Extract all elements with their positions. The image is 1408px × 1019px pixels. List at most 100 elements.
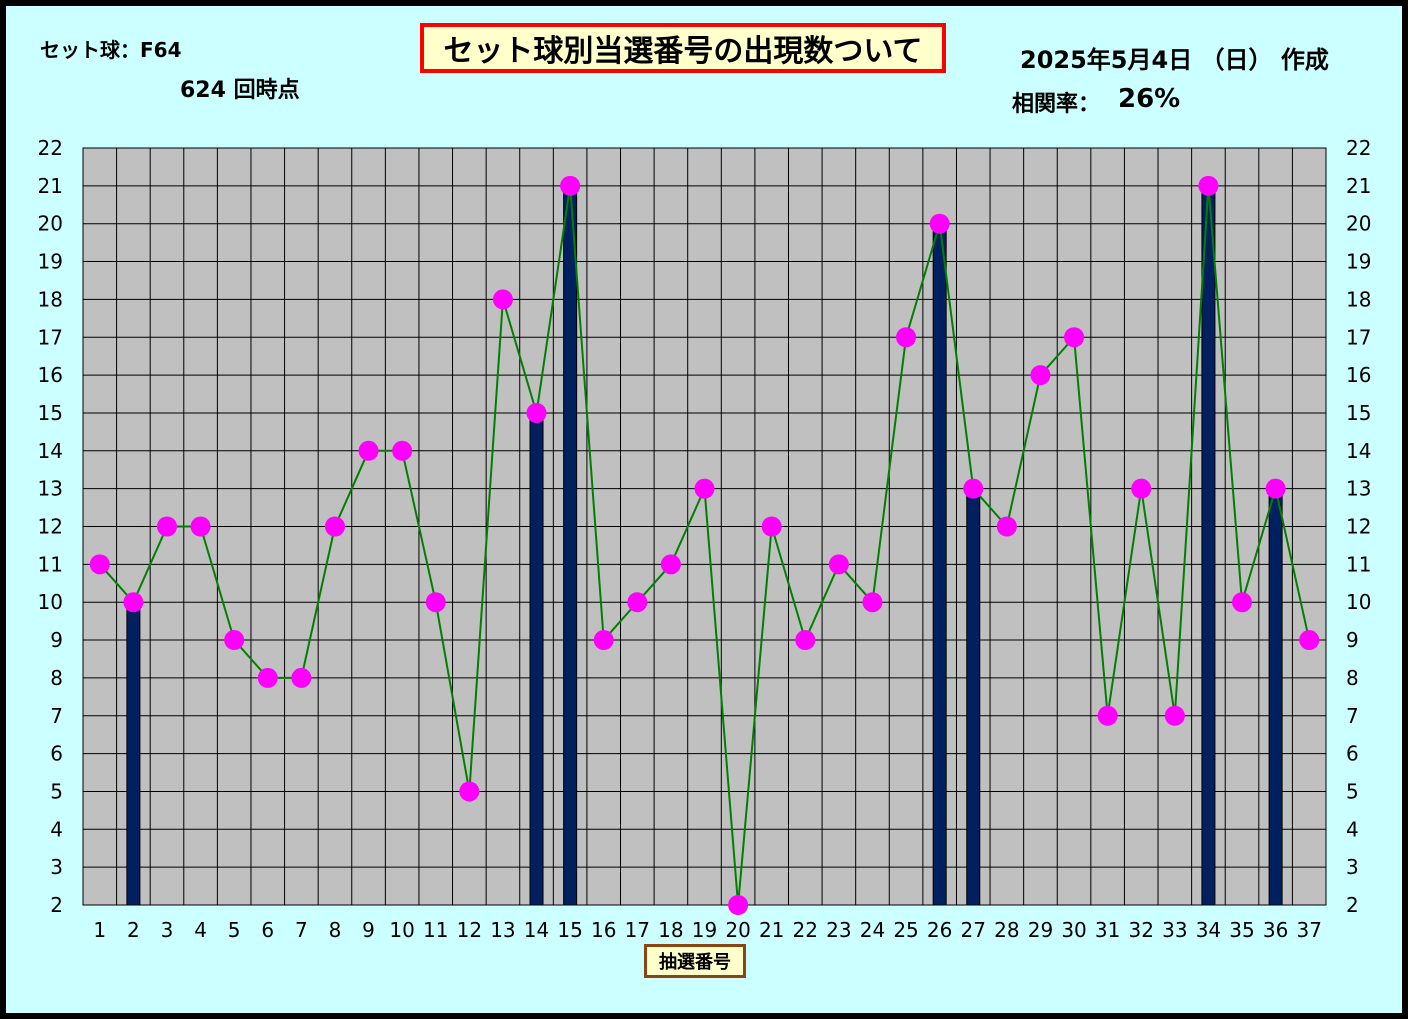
data-point bbox=[795, 630, 816, 651]
y-tick-label-right: 17 bbox=[1346, 325, 1371, 349]
x-tick-label: 1 bbox=[93, 918, 106, 942]
y-tick-label-left: 11 bbox=[38, 552, 63, 576]
data-point bbox=[560, 175, 581, 196]
x-tick-label: 12 bbox=[457, 918, 482, 942]
data-point bbox=[1232, 592, 1253, 613]
data-point bbox=[89, 554, 110, 575]
x-tick-label: 11 bbox=[423, 918, 448, 942]
data-point bbox=[1030, 365, 1051, 386]
data-point bbox=[224, 630, 245, 651]
x-tick-label: 13 bbox=[490, 918, 515, 942]
x-tick-label: 18 bbox=[658, 918, 683, 942]
y-tick-label-right: 22 bbox=[1346, 136, 1371, 160]
y-tick-label-right: 11 bbox=[1346, 552, 1371, 576]
y-tick-label-left: 19 bbox=[38, 250, 63, 274]
y-tick-label-right: 5 bbox=[1346, 779, 1359, 803]
x-tick-label: 20 bbox=[725, 918, 750, 942]
x-tick-label: 29 bbox=[1028, 918, 1053, 942]
y-tick-label-right: 20 bbox=[1346, 212, 1371, 236]
x-tick-label: 25 bbox=[893, 918, 918, 942]
data-point bbox=[1265, 478, 1286, 499]
data-point bbox=[1299, 630, 1320, 651]
data-point bbox=[1164, 705, 1185, 726]
y-tick-label-right: 6 bbox=[1346, 742, 1359, 766]
bar bbox=[529, 412, 544, 906]
y-tick-label-right: 16 bbox=[1346, 363, 1371, 387]
x-tick-label: 17 bbox=[625, 918, 650, 942]
x-tick-label: 32 bbox=[1129, 918, 1154, 942]
x-tick-label: 22 bbox=[793, 918, 818, 942]
y-tick-label-right: 10 bbox=[1346, 590, 1371, 614]
data-point bbox=[1064, 327, 1085, 348]
bar bbox=[1268, 488, 1283, 906]
y-tick-label-right: 4 bbox=[1346, 817, 1359, 841]
data-point bbox=[593, 630, 614, 651]
y-tick-label-right: 2 bbox=[1346, 893, 1359, 917]
data-point bbox=[728, 895, 749, 915]
bar bbox=[563, 185, 578, 906]
created-date: 2025年5月4日 （日） 作成 bbox=[1020, 46, 1329, 74]
y-tick-label-right: 21 bbox=[1346, 174, 1371, 198]
x-tick-label: 7 bbox=[295, 918, 308, 942]
y-tick-label-left: 15 bbox=[38, 401, 63, 425]
data-point bbox=[963, 478, 984, 499]
data-point bbox=[1131, 478, 1152, 499]
bar bbox=[966, 488, 981, 906]
data-point bbox=[156, 516, 177, 537]
x-tick-label: 30 bbox=[1061, 918, 1086, 942]
x-tick-label: 28 bbox=[994, 918, 1019, 942]
data-point bbox=[291, 667, 312, 688]
data-point bbox=[459, 781, 480, 802]
x-tick-label: 23 bbox=[826, 918, 851, 942]
y-tick-label-left: 14 bbox=[38, 439, 63, 463]
x-tick-label: 33 bbox=[1162, 918, 1187, 942]
x-tick-label: 35 bbox=[1229, 918, 1254, 942]
data-point bbox=[660, 554, 681, 575]
x-tick-label: 37 bbox=[1296, 918, 1321, 942]
y-tick-label-left: 5 bbox=[50, 779, 63, 803]
y-tick-label-left: 4 bbox=[50, 817, 63, 841]
x-tick-label: 4 bbox=[194, 918, 207, 942]
x-tick-label: 10 bbox=[389, 918, 414, 942]
y-tick-label-left: 13 bbox=[38, 477, 63, 501]
data-point bbox=[1198, 175, 1219, 196]
chart-title-text: セット球別当選番号の出現数ついて bbox=[443, 34, 923, 69]
y-tick-label-right: 14 bbox=[1346, 439, 1371, 463]
x-tick-label: 5 bbox=[228, 918, 241, 942]
data-point bbox=[862, 592, 883, 613]
correlation-value: 26% bbox=[1118, 84, 1181, 114]
y-tick-label-left: 10 bbox=[38, 590, 63, 614]
y-tick-label-left: 20 bbox=[38, 212, 63, 236]
data-point bbox=[358, 440, 379, 461]
y-tick-label-left: 7 bbox=[50, 704, 63, 728]
bar bbox=[932, 223, 947, 906]
set-ball-label: セット球：F64 bbox=[40, 38, 182, 62]
x-tick-label: 16 bbox=[591, 918, 616, 942]
x-axis-title: 抽選番号 bbox=[644, 944, 746, 978]
x-tick-label: 8 bbox=[329, 918, 342, 942]
data-point bbox=[896, 327, 917, 348]
data-point bbox=[1097, 705, 1118, 726]
x-tick-label: 36 bbox=[1263, 918, 1288, 942]
x-axis-title-text: 抽選番号 bbox=[659, 952, 731, 973]
x-tick-label: 26 bbox=[927, 918, 952, 942]
data-point bbox=[324, 516, 345, 537]
y-tick-label-right: 19 bbox=[1346, 250, 1371, 274]
data-point bbox=[694, 478, 715, 499]
bar bbox=[126, 601, 141, 906]
y-tick-label-left: 21 bbox=[38, 174, 63, 198]
y-tick-label-left: 3 bbox=[50, 855, 63, 879]
draw-point-label: 624 回時点 bbox=[180, 78, 300, 103]
y-tick-label-right: 18 bbox=[1346, 287, 1371, 311]
y-tick-label-right: 7 bbox=[1346, 704, 1359, 728]
data-point bbox=[123, 592, 144, 613]
y-tick-label-right: 3 bbox=[1346, 855, 1359, 879]
y-tick-label-left: 8 bbox=[50, 666, 63, 690]
correlation-label: 相関率： bbox=[1012, 92, 1101, 117]
y-tick-label-left: 6 bbox=[50, 742, 63, 766]
data-point bbox=[929, 213, 950, 234]
x-tick-label: 6 bbox=[261, 918, 274, 942]
y-tick-label-left: 22 bbox=[38, 136, 63, 160]
x-tick-label: 34 bbox=[1196, 918, 1221, 942]
